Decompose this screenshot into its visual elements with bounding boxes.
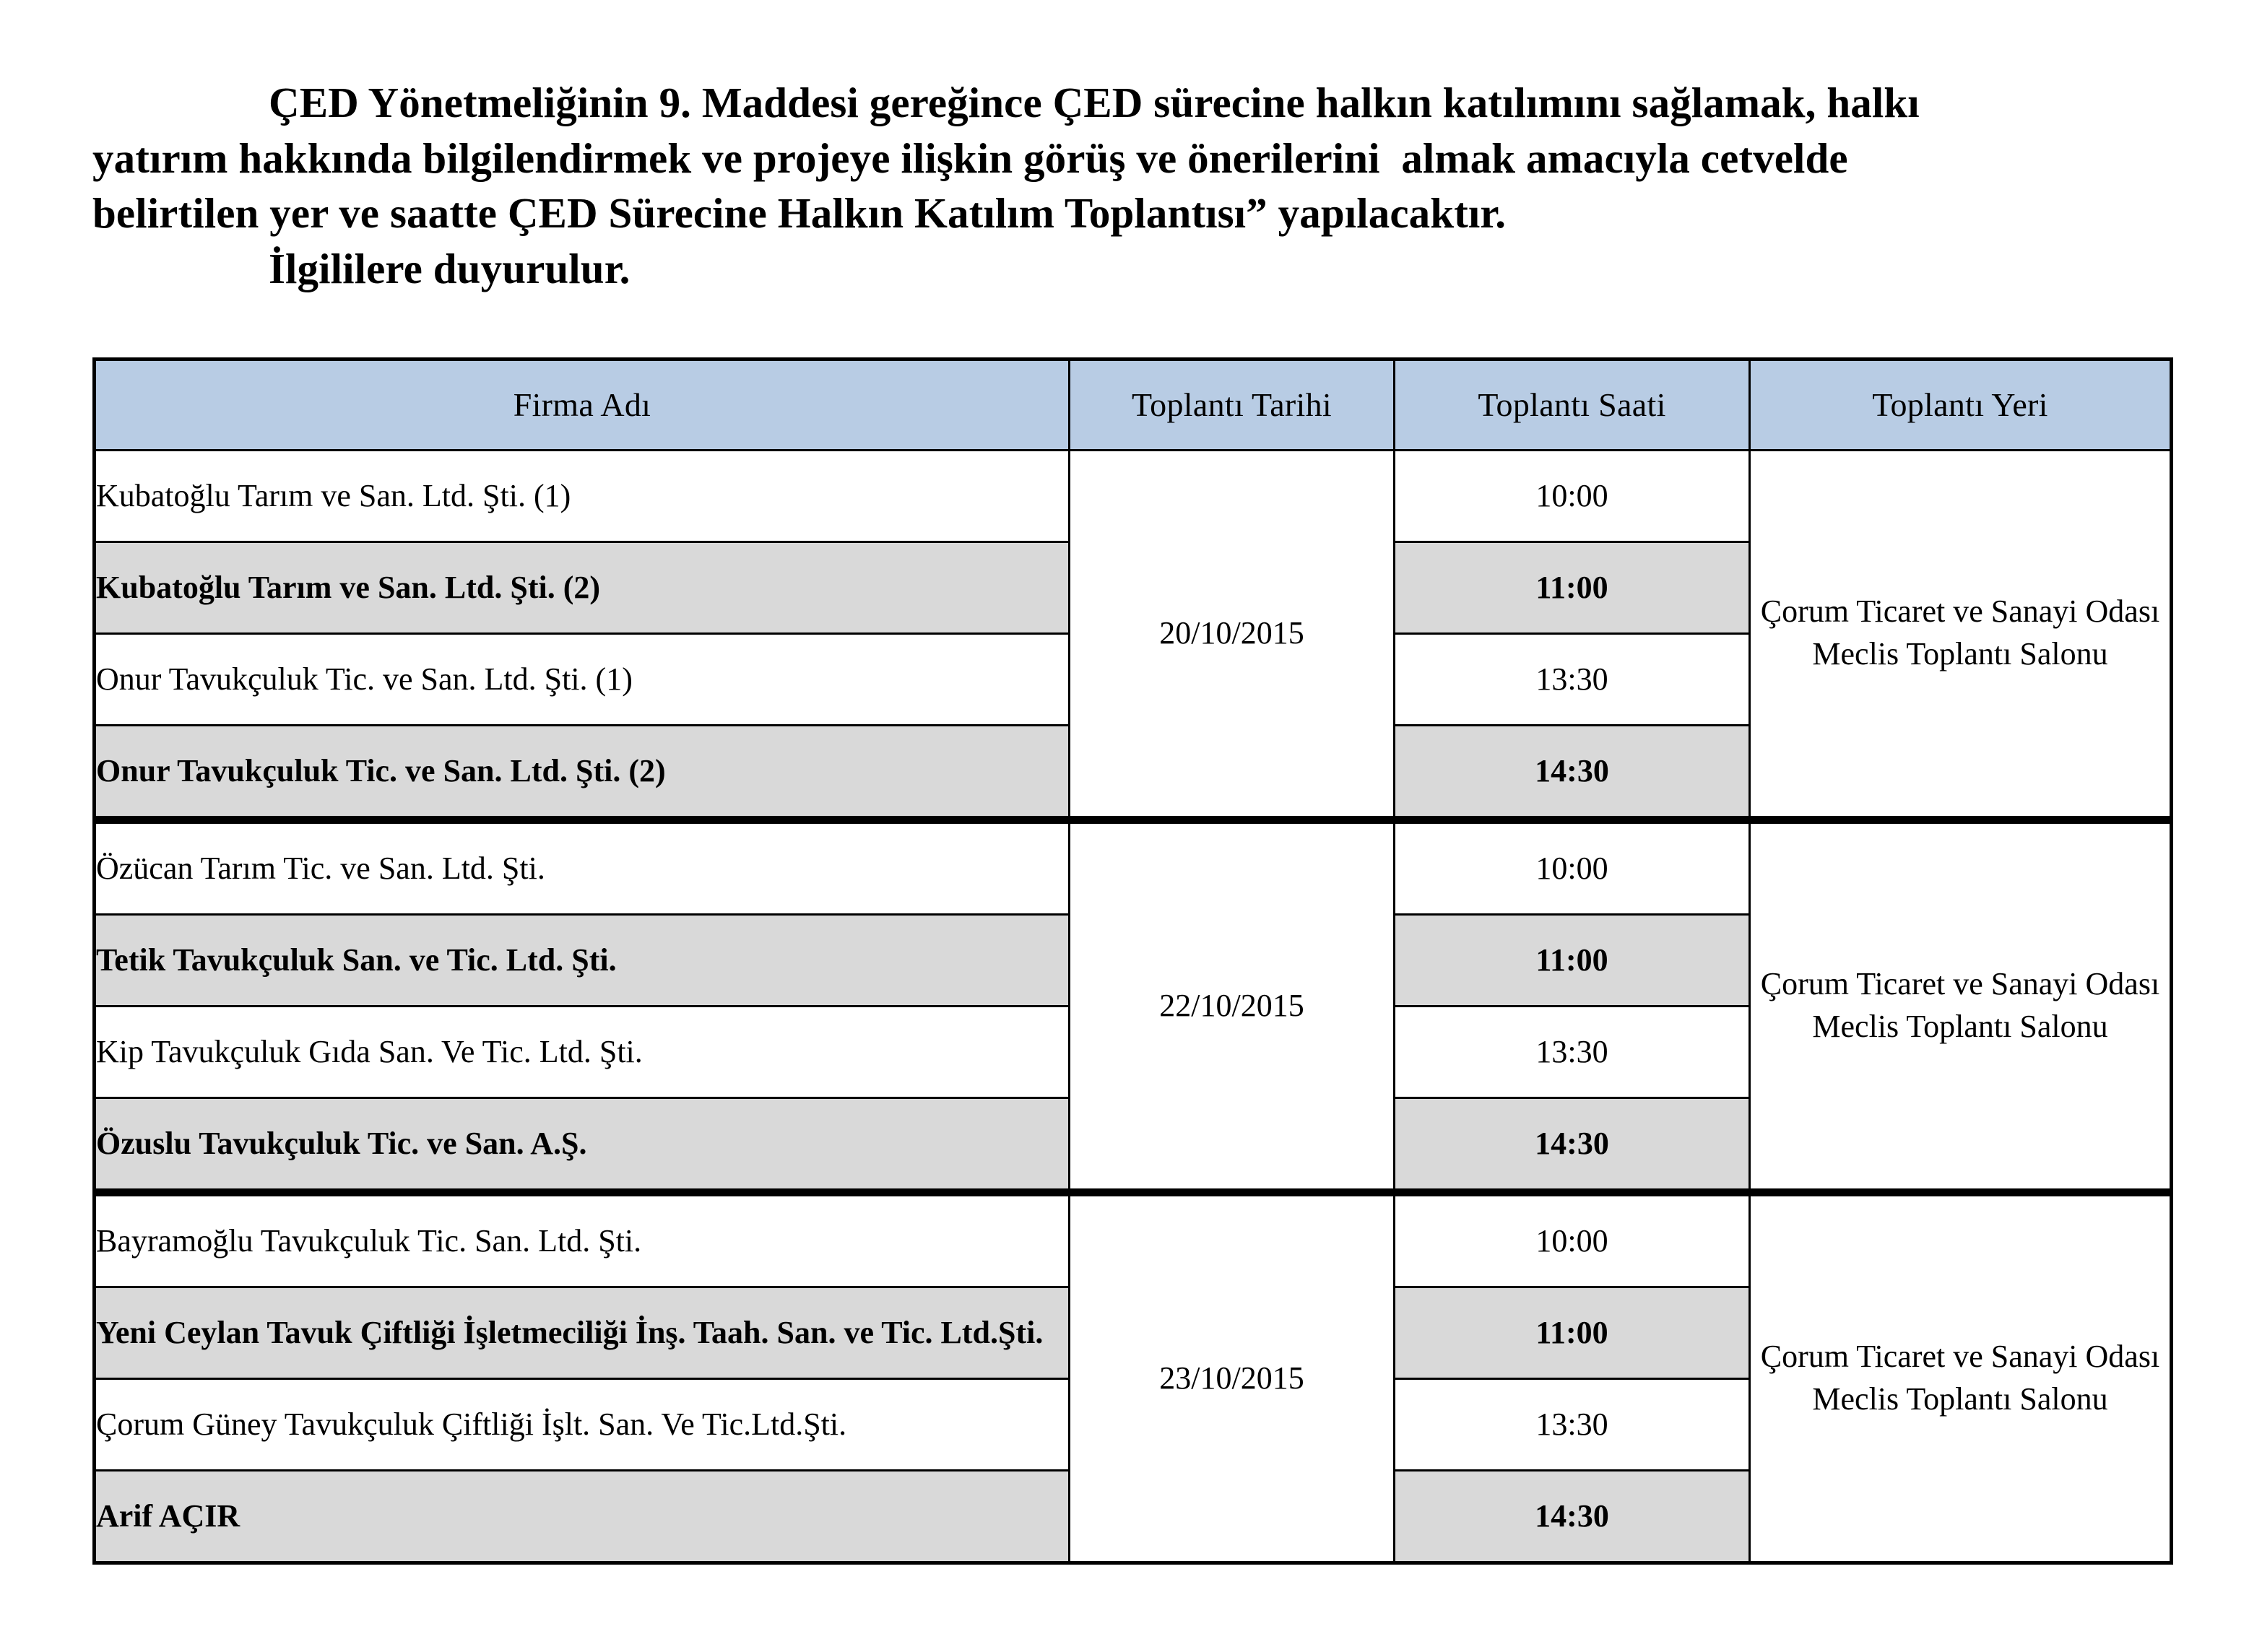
column-header-time: Toplantı Saati [1393, 357, 1751, 451]
column-header-place: Toplantı Yeri [1748, 357, 2172, 451]
cell-time: 11:00 [1393, 1285, 1751, 1380]
cell-place: Çorum Ticaret ve Sanayi Odası Meclis Top… [1748, 1188, 2172, 1564]
place-line-1: Çorum Ticaret ve Sanayi Odası [1760, 1339, 2160, 1375]
place-line-2: Meclis Toplantı Salonu [1812, 1009, 2108, 1045]
cell-firm: Çorum Güney Tavukçuluk Çiftliği İşlt. Sa… [93, 1377, 1070, 1471]
place-line-2: Meclis Toplantı Salonu [1812, 636, 2108, 672]
column-header-date: Toplantı Tarihi [1068, 357, 1395, 451]
cell-firm: Onur Tavukçuluk Tic. ve San. Ltd. Şti. (… [93, 723, 1070, 824]
table-row: Onur Tavukçuluk Tic. ve San. Ltd. Şti. (… [93, 723, 2172, 824]
table-row: Kip Tavukçuluk Gıda San. Ve Tic. Ltd. Şt… [93, 1004, 2172, 1099]
cell-firm: Kip Tavukçuluk Gıda San. Ve Tic. Ltd. Şt… [93, 1004, 1070, 1099]
cell-time: 13:30 [1393, 1377, 1751, 1471]
table-header-row: Firma Adı Toplantı Tarihi Toplantı Saati… [93, 357, 2172, 451]
table-row: Tetik Tavukçuluk San. ve Tic. Ltd. Şti. … [93, 913, 2172, 1007]
cell-firm: Bayramoğlu Tavukçuluk Tic. San. Ltd. Şti… [93, 1188, 1070, 1288]
table-row: Çorum Güney Tavukçuluk Çiftliği İşlt. Sa… [93, 1377, 2172, 1471]
table-row: Kubatoğlu Tarım ve San. Ltd. Şti. (1) 20… [93, 448, 2172, 821]
table-row: Arif AÇIR 14:30 [93, 1469, 2172, 1564]
table-header: Firma Adı Toplantı Tarihi Toplantı Saati… [93, 357, 2172, 451]
announcement-line-1: ÇED Yönetmeliğinin 9. Maddesi gereğince … [269, 79, 1920, 126]
table-row: Onur Tavukçuluk Tic. ve San. Ltd. Şti. (… [93, 632, 2172, 726]
cell-time: 11:00 [1393, 913, 1751, 1007]
table-row: Özuslu Tavukçuluk Tic. ve San. A.Ş. 14:3… [93, 1096, 2172, 1196]
cell-firm: Tetik Tavukçuluk San. ve Tic. Ltd. Şti. [93, 913, 1070, 1007]
cell-time: 10:00 [1393, 448, 1751, 543]
cell-time: 13:30 [1393, 1004, 1751, 1099]
place-line-2: Meclis Toplantı Salonu [1812, 1381, 2108, 1417]
cell-date: 22/10/2015 [1068, 815, 1395, 1194]
table-row: Bayramoğlu Tavukçuluk Tic. San. Ltd. Şti… [93, 1188, 2172, 1564]
cell-firm: Özücan Tarım Tic. ve San. Ltd. Şti. [93, 815, 1070, 916]
table-row: Yeni Ceylan Tavuk Çiftliği İşletmeciliği… [93, 1285, 2172, 1380]
place-line-1: Çorum Ticaret ve Sanayi Odası [1760, 966, 2160, 1002]
cell-time: 14:30 [1393, 723, 1751, 824]
cell-firm: Kubatoğlu Tarım ve San. Ltd. Şti. (2) [93, 540, 1070, 635]
announcement-line-4: İlgililere duyurulur. [269, 245, 630, 293]
table-body: Kubatoğlu Tarım ve San. Ltd. Şti. (1) 20… [93, 448, 2172, 1564]
column-header-firm: Firma Adı [93, 357, 1070, 451]
cell-time: 11:00 [1393, 540, 1751, 635]
cell-firm: Yeni Ceylan Tavuk Çiftliği İşletmeciliği… [93, 1285, 1070, 1380]
cell-date: 20/10/2015 [1068, 448, 1395, 821]
announcement-paragraph: ÇED Yönetmeliğinin 9. Maddesi gereğince … [0, 0, 2262, 297]
schedule-table-container: Firma Adı Toplantı Tarihi Toplantı Saati… [0, 357, 2262, 1565]
cell-date: 23/10/2015 [1068, 1188, 1395, 1564]
cell-time: 14:30 [1393, 1096, 1751, 1196]
cell-place: Çorum Ticaret ve Sanayi Odası Meclis Top… [1748, 448, 2172, 821]
table-row: Özücan Tarım Tic. ve San. Ltd. Şti. 22/1… [93, 815, 2172, 1194]
announcement-line-2: yatırım hakkında bilgilendirmek ve proje… [92, 134, 1848, 182]
meeting-schedule-table: Firma Adı Toplantı Tarihi Toplantı Saati… [92, 357, 2173, 1565]
cell-time: 13:30 [1393, 632, 1751, 726]
cell-firm: Onur Tavukçuluk Tic. ve San. Ltd. Şti. (… [93, 632, 1070, 726]
place-line-1: Çorum Ticaret ve Sanayi Odası [1760, 594, 2160, 630]
cell-place: Çorum Ticaret ve Sanayi Odası Meclis Top… [1748, 815, 2172, 1194]
cell-firm: Kubatoğlu Tarım ve San. Ltd. Şti. (1) [93, 448, 1070, 543]
table-row: Kubatoğlu Tarım ve San. Ltd. Şti. (2) 11… [93, 540, 2172, 635]
announcement-line-3: belirtilen yer ve saatte ÇED Sürecine Ha… [92, 189, 1507, 238]
cell-firm: Özuslu Tavukçuluk Tic. ve San. A.Ş. [93, 1096, 1070, 1196]
cell-firm: Arif AÇIR [93, 1469, 1070, 1564]
cell-time: 10:00 [1393, 815, 1751, 916]
cell-time: 10:00 [1393, 1188, 1751, 1288]
cell-time: 14:30 [1393, 1469, 1751, 1564]
